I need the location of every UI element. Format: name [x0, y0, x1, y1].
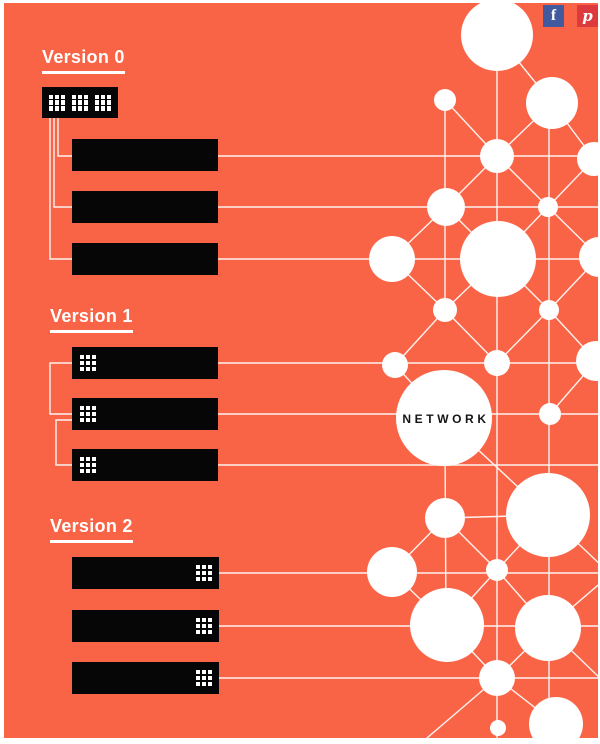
version2-title: Version 2: [50, 516, 133, 543]
grid-icon: [196, 565, 212, 581]
facebook-icon: f: [550, 7, 557, 24]
grid-icon: [196, 618, 212, 634]
version1-bar-2: [72, 398, 218, 430]
version0-bar-3: [72, 243, 218, 275]
infographic-canvas: NETWORK Version 0 Version 1 Version 2 f …: [4, 3, 598, 738]
grid-icon: [80, 355, 96, 371]
version0-module-box: [42, 87, 118, 118]
network-hub-circle: [396, 370, 492, 466]
grid-icon: [80, 457, 96, 473]
version0-title: Version 0: [42, 47, 125, 74]
grid-icon: [49, 94, 65, 111]
version1-bar-3: [72, 449, 218, 481]
grid-icon: [196, 670, 212, 686]
network-nodes: [367, 3, 598, 738]
pinterest-button[interactable]: p: [577, 5, 598, 27]
version1-title: Version 1: [50, 306, 133, 333]
facebook-button[interactable]: f: [543, 5, 564, 27]
pinterest-icon: p: [582, 7, 593, 25]
version0-bar-1: [72, 139, 218, 171]
network-label: NETWORK: [402, 412, 489, 426]
version0-bar-2: [72, 191, 218, 223]
version2-bar-3: [72, 662, 219, 694]
version1-bar-1: [72, 347, 218, 379]
network-hub: NETWORK: [396, 370, 492, 466]
version2-bar-1: [72, 557, 219, 589]
grid-icon: [80, 406, 96, 422]
network-graphic: NETWORK: [49, 3, 598, 738]
version2-bar-2: [72, 610, 219, 642]
grid-icon: [72, 94, 88, 111]
grid-icon: [95, 94, 111, 111]
